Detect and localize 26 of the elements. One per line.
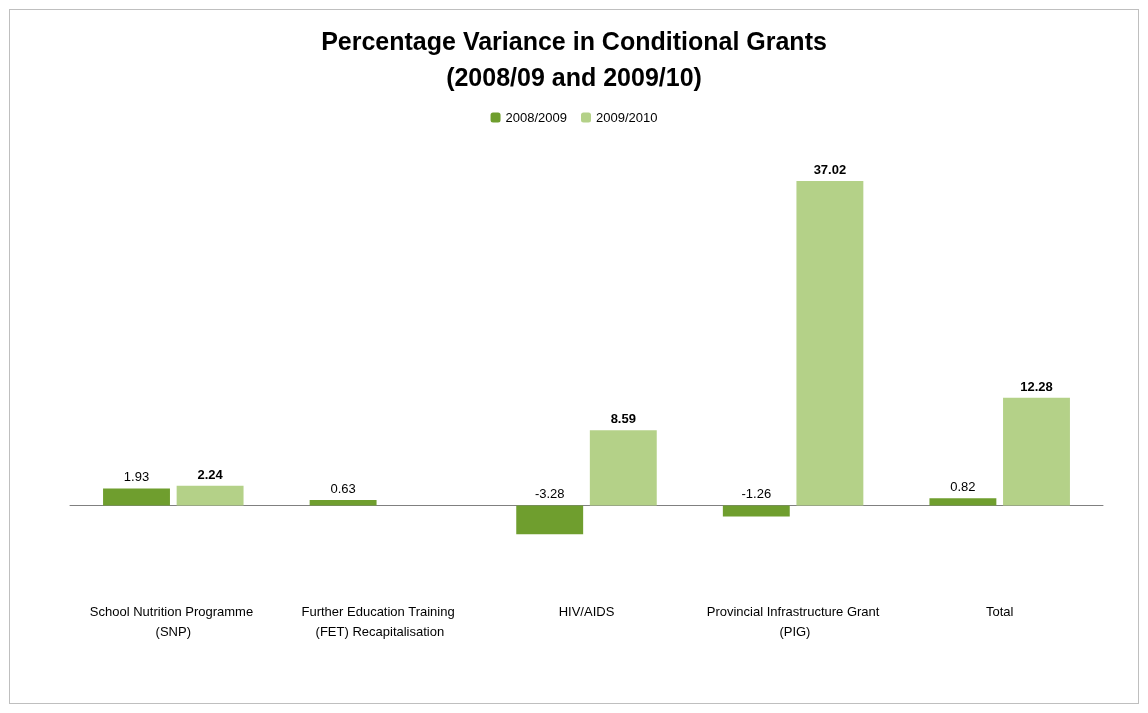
bar	[929, 498, 997, 506]
chart-title: Percentage Variance in Conditional Grants (2008/09 and 2009/10)	[321, 27, 827, 91]
x-tick-label: Provincial Infrastructure Grant (PIG)	[706, 603, 880, 639]
data-label: 8.59	[610, 411, 636, 427]
legend-label: 2008/2009	[505, 110, 567, 125]
x-tick-label: School Nutrition Programme (SNP)	[89, 603, 257, 639]
data-label: 0.63	[330, 480, 356, 496]
x-tick-label: HIV/AIDS	[558, 603, 615, 619]
data-label: 1.93	[123, 469, 150, 485]
bar	[103, 488, 170, 506]
x-tick-label: Further Education Training (FET) Recapitalisation	[301, 603, 459, 639]
bar	[722, 505, 790, 517]
bar	[796, 181, 864, 506]
bar	[516, 505, 584, 535]
x-tick-label: Total	[985, 603, 1014, 619]
bar	[176, 485, 244, 506]
bar	[1003, 397, 1070, 506]
data-label: 0.82	[950, 479, 976, 495]
data-label: -3.28	[534, 486, 565, 502]
data-label: 12.28	[1020, 378, 1053, 394]
data-label: 37.02	[813, 162, 847, 178]
legend-label: 2009/2010	[596, 110, 658, 125]
data-label: 2.24	[197, 466, 224, 482]
bar	[309, 499, 377, 506]
bar	[589, 430, 657, 506]
data-label: -1.26	[741, 486, 772, 502]
